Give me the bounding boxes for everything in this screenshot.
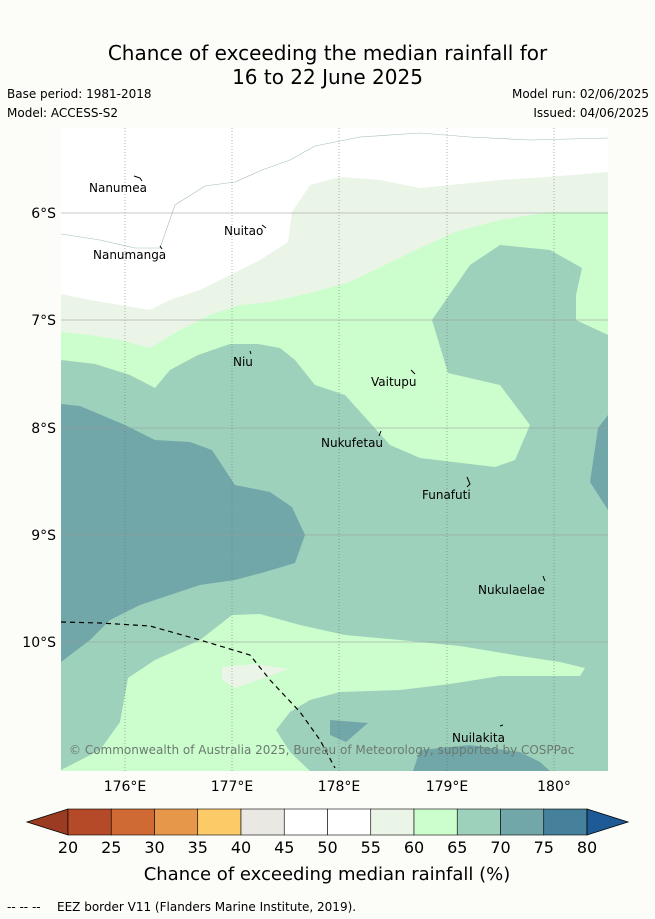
colorbar-segment: [240, 808, 285, 836]
lat-tick: 6°S: [31, 206, 56, 222]
islands: [133, 175, 546, 727]
colorbar-tick-label: 25: [101, 838, 121, 857]
copyright-notice: © Commonwealth of Australia 2025, Bureau…: [69, 743, 574, 757]
colorbar-tick-label: 35: [188, 838, 208, 857]
colorbar-tick-label: 55: [361, 838, 381, 857]
colorbar-segment: [370, 808, 415, 836]
place-label-nukufetau: Nukufetau: [321, 436, 383, 450]
colorbar-segment: [154, 808, 199, 836]
colorbar-segment: [500, 808, 545, 836]
base-period: Base period: 1981-2018: [7, 87, 152, 101]
colorbar-segment: [413, 808, 458, 836]
map-panel: Nanumea Nuitao Nanumanga Niu Vaitupu Nuk…: [61, 128, 608, 771]
contour-70-75-west: [61, 404, 305, 662]
colorbar-tick-label: 20: [58, 838, 78, 857]
contour-55-60-south: [222, 664, 288, 688]
eez-legend-dashes: -- -- --: [7, 900, 41, 914]
chart-title-line1: Chance of exceeding the median rainfall …: [107, 41, 548, 65]
lon-tick: 180°: [537, 779, 571, 795]
lon-axis: 176°E 177°E 178°E 179°E 180°: [104, 779, 571, 795]
place-label-nanumanga: Nanumanga: [93, 248, 166, 262]
eez-border: [61, 621, 336, 769]
colorbar-segment: [67, 808, 112, 836]
place-label-funafuti: Funafuti: [422, 488, 471, 502]
lat-tick: 7°S: [31, 313, 56, 329]
place-label-nuitao: Nuitao: [224, 224, 263, 238]
colorbar-segment: [327, 808, 372, 836]
lat-tick: 10°S: [22, 635, 56, 651]
colorbar-tick-label: 60: [404, 838, 424, 857]
lat-tick: 9°S: [31, 528, 56, 544]
place-label-niu: Niu: [233, 355, 253, 369]
colorbar-tick-label: 30: [144, 838, 164, 857]
contour-70-75-east: [590, 415, 608, 510]
map-gridlines: [124, 128, 555, 771]
model-run: Model run: 02/06/2025: [511, 87, 649, 101]
colorbar-segment: [110, 808, 155, 836]
eez-legend-text: EEZ border V11 (Flanders Marine Institut…: [57, 900, 356, 914]
colorbar-tick-label: 40: [231, 838, 251, 857]
chart-title-line2: 16 to 22 June 2025: [232, 65, 423, 89]
colorbar-segment: [543, 808, 588, 836]
lat-axis: 6°S 7°S 8°S 9°S 10°S: [22, 206, 56, 651]
colorbar-segment: [197, 808, 242, 836]
colorbar-over-arrow: [586, 808, 630, 836]
colorbar-tick-label: 65: [447, 838, 467, 857]
colorbar-under-arrow: [25, 808, 69, 836]
colorbar-tick-label: 80: [577, 838, 597, 857]
colorbar-segment: [283, 808, 328, 836]
lon-tick: 176°E: [104, 779, 147, 795]
colorbar: 20 25 30 35 40 45 50 55 60 65 70 75 80 Chance of exc…: [25, 808, 630, 885]
lon-tick: 179°E: [426, 779, 469, 795]
colorbar-tick-label: 50: [317, 838, 337, 857]
colorbar-tick-label: 75: [534, 838, 554, 857]
place-label-nuilakita: Nuilakita: [452, 731, 505, 745]
colorbar-tick-label: 70: [490, 838, 510, 857]
place-label-nanumea: Nanumea: [89, 181, 147, 195]
place-label-vaitupu: Vaitupu: [371, 375, 417, 389]
contour-60-65-south: [61, 614, 585, 771]
lon-tick: 178°E: [318, 779, 361, 795]
colorbar-segment: [456, 808, 501, 836]
place-label-nukulaelae: Nukulaelae: [478, 583, 545, 597]
contour-50-55: [61, 128, 608, 310]
lat-tick: 8°S: [31, 421, 56, 437]
issued-date: Issued: 04/06/2025: [533, 106, 649, 120]
lon-tick: 177°E: [211, 779, 254, 795]
colorbar-title: Chance of exceeding median rainfall (%): [144, 864, 511, 885]
colorbar-tick-label: 45: [274, 838, 294, 857]
model-name: Model: ACCESS-S2: [7, 106, 119, 120]
contour-70-75-south-small: [330, 720, 368, 742]
